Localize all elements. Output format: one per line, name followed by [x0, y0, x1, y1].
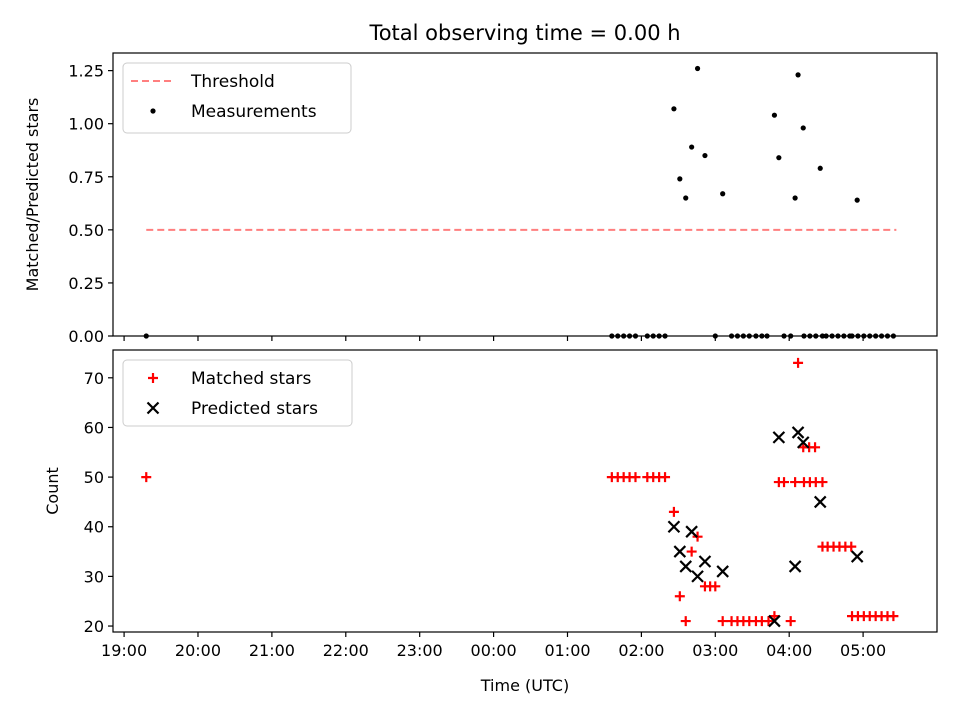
predicted-star-marker [667, 520, 681, 534]
legend-label: Threshold [190, 72, 275, 92]
matched-star-marker [710, 581, 721, 592]
predicted-star-marker [796, 436, 810, 449]
x-tick-label: 00:00 [471, 641, 517, 660]
predicted-star-marker [850, 550, 864, 563]
matched-star-marker [674, 591, 685, 602]
y-tick-label: 1.00 [68, 115, 104, 134]
measurement-point [694, 65, 701, 72]
legend-label: Matched stars [191, 369, 311, 389]
y-tick-label: 60 [84, 418, 104, 437]
predicted-star-marker [698, 555, 712, 568]
measurement-point [800, 125, 806, 131]
matched-star-marker [717, 616, 728, 627]
x-tick-label: 21:00 [249, 641, 295, 660]
y-tick-label: 0.50 [68, 221, 104, 240]
x-tick-label: 02:00 [618, 641, 664, 660]
x-tick-label: 23:00 [397, 641, 443, 660]
predicted-star-marker [679, 560, 693, 573]
matched-star-marker [763, 616, 774, 627]
x-tick-label: 01:00 [544, 641, 590, 660]
x-tick-label: 05:00 [840, 641, 886, 660]
predicted-star-marker [772, 431, 786, 444]
matched-star-marker [846, 541, 857, 552]
measurement-point [689, 144, 695, 150]
matched-star-marker [769, 611, 780, 622]
predicted-star-marker [768, 614, 781, 628]
x-tick-label: 20:00 [175, 641, 221, 660]
measurement-point [792, 195, 798, 201]
predicted-star-marker [691, 570, 704, 583]
y-axis-label: Count [43, 467, 62, 515]
plot-frame [112, 349, 938, 633]
legend-box [122, 62, 352, 134]
y-tick-label: 0.75 [68, 168, 104, 187]
matched-star-marker [888, 611, 899, 622]
y-tick-label: 70 [84, 369, 104, 388]
matched-star-marker [686, 546, 697, 557]
matched-star-marker [810, 442, 821, 453]
predicted-star-marker [791, 426, 805, 439]
matched-star-marker [779, 477, 790, 488]
measurement-point [720, 191, 726, 197]
plot-frame [112, 52, 938, 337]
chart-title: Total observing time = 0.00 h [368, 21, 680, 45]
matched-star-marker [790, 477, 801, 488]
predicted-star-marker [673, 545, 687, 558]
predicted-star-marker [716, 565, 729, 578]
measurement-point [771, 112, 778, 118]
y-axis-label: Matched/Predicted stars [23, 98, 42, 292]
x-tick-label: 03:00 [692, 641, 738, 660]
x-tick-label: 22:00 [323, 641, 369, 660]
measurement-point [795, 72, 801, 78]
y-tick-label: 30 [84, 567, 104, 586]
predicted-star-marker [813, 495, 827, 509]
legend-label: Measurements [191, 102, 317, 122]
measurement-point [817, 165, 823, 171]
matched-star-marker [793, 357, 804, 368]
measurement-point [671, 106, 677, 112]
matched-star-marker [660, 472, 671, 483]
x-tick-label: 04:00 [766, 641, 812, 660]
measurement-point [677, 176, 683, 182]
x-tick-label: 19:00 [101, 641, 147, 660]
legend: Threshold Measurements [122, 62, 352, 134]
y-tick-label: 0.25 [68, 274, 104, 293]
y-tick-label: 50 [84, 468, 104, 487]
y-tick-label: 1.25 [68, 62, 104, 81]
legend-marker-swatch [148, 373, 158, 383]
measurement-point [854, 197, 860, 203]
matched-star-marker [680, 616, 691, 627]
matched-star-marker [630, 472, 641, 483]
measurement-point [776, 155, 782, 161]
bottom-panel-counts: 20 30 40 50 60 70 19:00 20:00 21:00 22:00 23:00 00:… [43, 349, 938, 695]
matched-star-marker [668, 506, 679, 517]
matched-star-marker [817, 477, 828, 488]
matched-star-marker [141, 472, 152, 483]
legend-marker-swatch [150, 108, 156, 114]
predicted-star-marker [685, 525, 698, 538]
x-axis-label: Time (UTC) [480, 676, 569, 695]
legend-marker-swatch [146, 401, 160, 415]
y-tick-label: 20 [84, 617, 104, 636]
measurement-point [702, 152, 708, 159]
y-tick-label: 40 [84, 518, 104, 537]
legend-box [122, 359, 353, 427]
matched-star-marker [785, 616, 796, 627]
predicted-star-marker [788, 560, 802, 573]
legend-label: Predicted stars [191, 399, 318, 419]
y-tick-label: 0.00 [68, 327, 104, 346]
top-panel-measurements: 0.00 0.25 0.50 0.75 1.00 1.25 Matched/Predicte… [23, 52, 938, 346]
legend: Matched stars Predicted stars [122, 359, 353, 427]
measurement-point [683, 195, 689, 201]
